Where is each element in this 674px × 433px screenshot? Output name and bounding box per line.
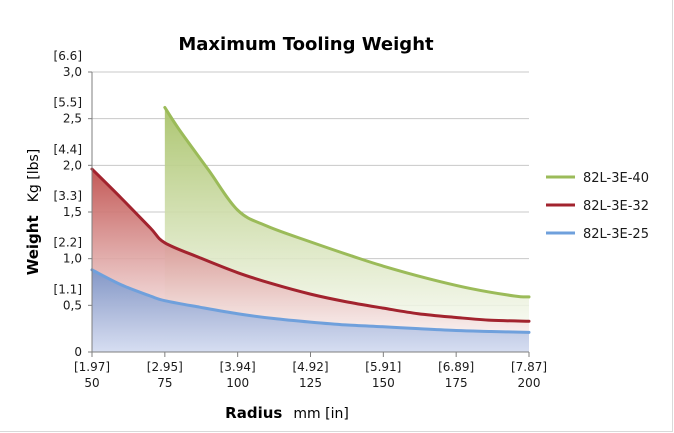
series-area-82L-3E-25 — [92, 269, 529, 352]
y-tick-label: 1,0 — [63, 252, 82, 266]
series-areas — [92, 107, 530, 352]
y-tick-label: 0,5 — [63, 298, 82, 312]
y-tick-label-lbs: [2.2] — [54, 236, 82, 250]
legend-label: 82L-3E-25 — [583, 227, 649, 242]
x-tick-label: 75 — [157, 376, 172, 390]
series-line-82L-3E-32 — [90, 167, 531, 323]
tick-labels: 0 0,5 [1.1] 1,0 [2.2] 1,5 [3.3] 2,0 [4.4] 2,5 [5.5… — [54, 49, 548, 390]
y-axis-label-main: Weight — [24, 215, 42, 275]
legend-label: 82L-3E-40 — [583, 171, 649, 186]
x-tick-label-in: [3.94] — [220, 360, 256, 374]
y-tick-label-lbs: [1.1] — [54, 282, 82, 296]
axes — [88, 71, 530, 357]
x-tick-label-in: [4.92] — [292, 360, 328, 374]
y-tick-label: 2,5 — [63, 112, 82, 126]
series-line-82L-3E-25 — [90, 268, 531, 334]
series-line-82L-3E-40 — [163, 105, 531, 299]
x-tick-label: 100 — [226, 376, 249, 390]
y-axis-label-unit: Kg [lbs] — [26, 149, 42, 203]
x-tick-label-in: [5.91] — [365, 360, 401, 374]
x-tick-label: 50 — [84, 376, 99, 390]
legend: 82L-3E-40 82L-3E-32 82L-3E-25 — [546, 171, 649, 242]
legend-label: 82L-3E-32 — [583, 199, 649, 214]
y-tick-label-lbs: [3.3] — [54, 189, 82, 203]
chart-title: Maximum Tooling Weight — [178, 34, 434, 55]
x-tick-label: 125 — [299, 376, 322, 390]
x-tick-label-in: [6.89] — [438, 360, 474, 374]
x-tick-label-in: [2.95] — [147, 360, 183, 374]
y-tick-label: 1,5 — [63, 205, 82, 219]
x-tick-label-in: [7.87] — [511, 360, 547, 374]
y-tick-label-lbs: [5.5] — [54, 96, 82, 110]
y-tick-label: 0 — [74, 345, 82, 359]
y-tick-label: 3,0 — [63, 65, 82, 79]
x-tick-label-in: [1.97] — [74, 360, 110, 374]
y-tick-label: 2,0 — [63, 158, 82, 172]
y-axis-label: Weight Kg [lbs] — [23, 149, 42, 276]
series-lines — [90, 105, 531, 334]
x-axis-label-unit: mm [in] — [293, 406, 348, 422]
x-tick-label: 200 — [518, 376, 541, 390]
y-tick-label-lbs: [4.4] — [54, 142, 82, 156]
x-axis-label-main: Radius — [225, 404, 282, 422]
x-tick-label: 150 — [372, 376, 395, 390]
y-tick-label-lbs: [6.6] — [54, 49, 82, 63]
x-tick-label: 175 — [445, 376, 468, 390]
x-axis-label: Radius mm [in] — [225, 403, 349, 422]
